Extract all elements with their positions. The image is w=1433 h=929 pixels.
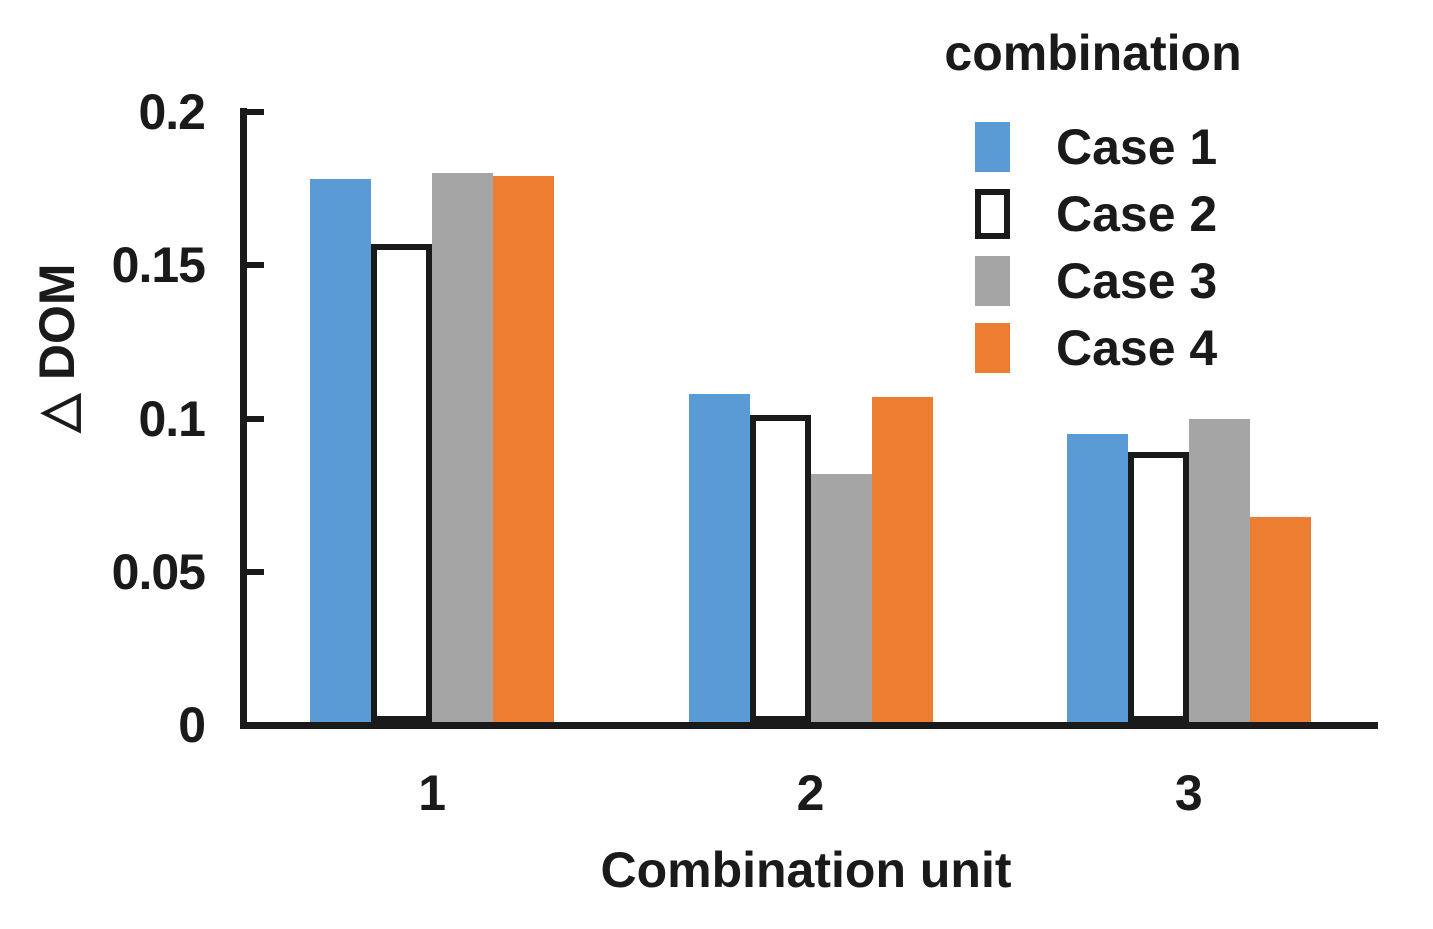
legend-label: Case 2 xyxy=(1056,186,1218,242)
bar-case4-unit3 xyxy=(1249,516,1311,722)
legend-item-case4: Case 4 xyxy=(975,323,1217,373)
bar-case2-unit3 xyxy=(1127,452,1189,722)
bar-case3-unit3 xyxy=(1188,418,1250,722)
bar-case3-unit2 xyxy=(810,473,872,722)
y-tick xyxy=(243,568,264,575)
y-tick-label: 0.05 xyxy=(111,543,206,600)
y-tick-label: 0.1 xyxy=(138,390,206,447)
y-tick-label: 0.2 xyxy=(138,84,206,140)
x-axis-line xyxy=(240,722,1378,729)
x-tick-label-3: 3 xyxy=(1174,765,1203,821)
bar-case3-unit1 xyxy=(432,173,494,722)
legend-swatch-case4 xyxy=(975,323,1010,373)
legend-item-case2: Case 2 xyxy=(975,189,1217,239)
legend-label: Case 3 xyxy=(1056,253,1218,309)
legend-label: Case 4 xyxy=(1056,320,1218,376)
y-tick-label: 0 xyxy=(178,697,206,753)
legend-item-case1: Case 1 xyxy=(975,122,1217,172)
x-tick-label-1: 1 xyxy=(418,765,447,821)
y-tick xyxy=(243,262,264,269)
legend-items: Case 1 Case 2 Case 3 Case 4 xyxy=(975,122,1217,390)
x-axis-title: Combination unit xyxy=(600,842,1012,898)
legend-swatch-case1 xyxy=(975,122,1010,172)
bar-case1-unit1 xyxy=(310,179,372,722)
bar-case1-unit2 xyxy=(688,393,750,722)
legend-swatch-case3 xyxy=(975,256,1010,306)
bar-case2-unit2 xyxy=(749,415,811,722)
y-tick-label: 0.15 xyxy=(111,237,206,294)
legend-swatch-case2 xyxy=(975,189,1010,239)
y-tick xyxy=(243,109,264,115)
x-tick-label-2: 2 xyxy=(796,765,825,821)
bar-case4-unit2 xyxy=(871,397,933,722)
bar-case2-unit1 xyxy=(371,243,433,722)
bar-case1-unit3 xyxy=(1066,433,1128,722)
y-tick xyxy=(243,415,264,422)
legend-item-case3: Case 3 xyxy=(975,256,1217,306)
legend-title: combination xyxy=(944,25,1242,81)
bar-case4-unit1 xyxy=(493,176,555,722)
legend-label: Case 1 xyxy=(1056,119,1218,175)
